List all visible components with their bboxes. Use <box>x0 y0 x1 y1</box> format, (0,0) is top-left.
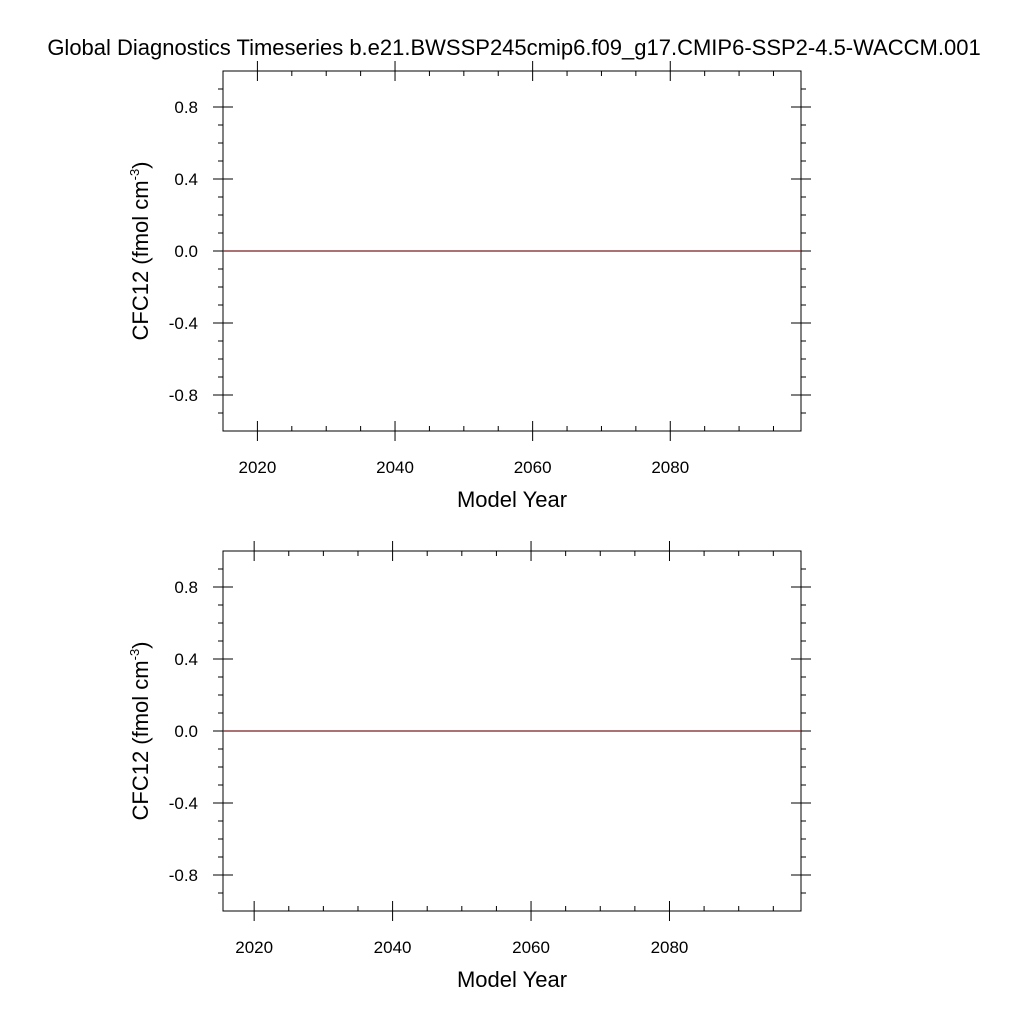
x-axis-label: Model Year <box>457 487 567 512</box>
y-axis-label-superscript: -3 <box>127 169 142 181</box>
y-tick-label: -0.8 <box>169 866 198 885</box>
x-tick-label: 2020 <box>235 938 273 957</box>
y-axis-label: CFC12 (fmol cm-3) <box>127 641 153 820</box>
x-tick-label: 2060 <box>512 938 550 957</box>
y-axis-label-superscript: -3 <box>127 649 142 661</box>
y-axis-label-close: ) <box>128 641 153 648</box>
y-tick-label: 0.0 <box>174 242 198 261</box>
y-tick-label: 0.8 <box>174 578 198 597</box>
x-tick-label: 2080 <box>651 458 689 477</box>
x-axis-label: Model Year <box>457 967 567 992</box>
x-tick-label: 2080 <box>651 938 689 957</box>
y-tick-label: 0.4 <box>174 170 198 189</box>
chart-panel-bottom: 2020 2040 2060 2080 0.8 0.4 0.0 -0.4 -0.8 Model Y… <box>127 541 811 992</box>
y-tick-label: 0.0 <box>174 722 198 741</box>
y-tick-label: -0.8 <box>169 386 198 405</box>
y-axis-label-text: CFC12 (fmol cm <box>128 180 153 340</box>
y-axis-label-text: CFC12 (fmol cm <box>128 660 153 820</box>
x-tick-label: 2040 <box>374 938 412 957</box>
figure-title: Global Diagnostics Timeseries b.e21.BWSS… <box>47 35 980 60</box>
y-axis-label-close: ) <box>128 161 153 168</box>
x-tick-label: 2020 <box>238 458 276 477</box>
y-axis-label: CFC12 (fmol cm-3) <box>127 161 153 340</box>
y-tick-label: -0.4 <box>169 794 198 813</box>
y-tick-label: -0.4 <box>169 314 198 333</box>
x-tick-label: 2060 <box>514 458 552 477</box>
y-tick-label: 0.8 <box>174 98 198 117</box>
y-tick-label: 0.4 <box>174 650 198 669</box>
x-tick-label: 2040 <box>376 458 414 477</box>
chart-panel-top: 2020 2040 2060 2080 0.8 0.4 0.0 -0.4 -0.8 Model Y… <box>127 61 811 512</box>
